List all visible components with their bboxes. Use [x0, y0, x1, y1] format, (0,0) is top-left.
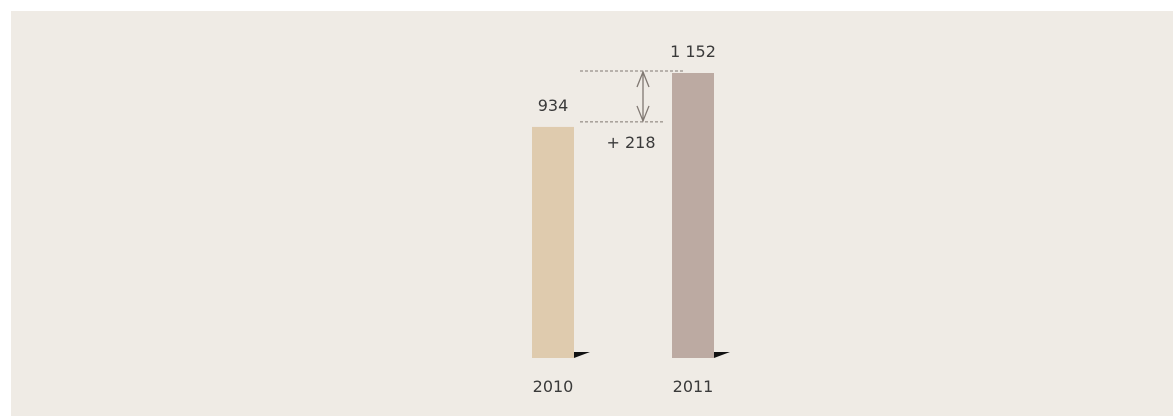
difference-arrow-head-up — [636, 70, 650, 88]
bar-2011 — [672, 73, 714, 358]
bar-2010 — [532, 126, 574, 359]
bar-shadow-2011 — [714, 352, 730, 358]
difference-arrow-head-down — [636, 105, 650, 123]
bar-shadow-2010 — [574, 352, 590, 358]
value-label-2010: 934 — [538, 96, 569, 115]
tick-label-2011: 2011 — [673, 377, 714, 396]
tick-label-2010: 2010 — [533, 377, 574, 396]
bar-chart: 934 2010 1 152 2011 + 218 — [532, 42, 730, 396]
chart-panel: 934 2010 1 152 2011 + 218 — [11, 11, 1173, 416]
difference-label: + 218 — [606, 133, 655, 152]
value-label-2011: 1 152 — [670, 42, 716, 61]
